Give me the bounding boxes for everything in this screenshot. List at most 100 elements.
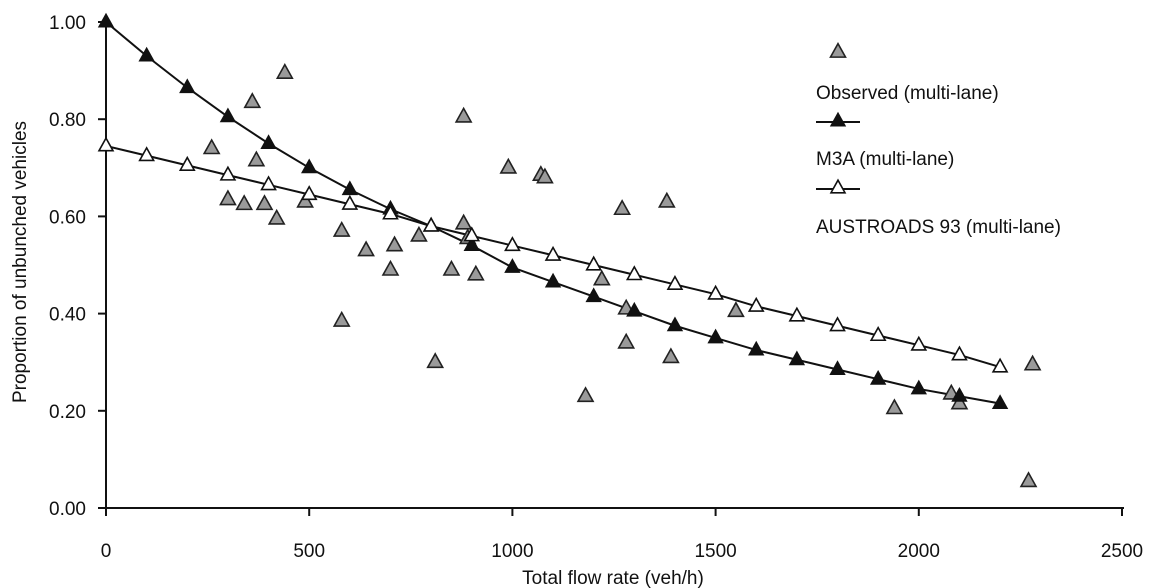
austroads-point [178,155,196,171]
m3a-point [544,272,562,288]
austroads-point [625,265,643,281]
austroads-point [300,185,318,201]
austroads-point [829,316,846,332]
observed-point [592,269,611,286]
x-tick-label: 2000 [898,541,940,562]
observed-point [296,191,314,208]
x-axis-label: Total flow rate (veh/h) [522,568,704,588]
observed-point [267,208,286,225]
austroads-point [951,345,968,361]
m3a-point [504,258,521,273]
x-tick-label: 2500 [1101,541,1143,562]
observed-point [662,347,680,364]
m3a-point [910,379,927,395]
observed-point [536,167,554,184]
y-tick-label: 0.40 [49,305,86,326]
m3a-point [301,158,318,174]
observed-point [499,157,518,174]
austroads-point [788,306,806,322]
m3a-point [869,369,887,385]
legend-austroads-symbol [829,178,847,194]
austroads-point [991,357,1009,373]
m3a-point [707,328,724,344]
y-tick-label: 0.20 [49,402,86,423]
m3a-point [97,12,115,28]
austroads-point [138,146,155,162]
m3a-point [626,301,643,317]
austroads-point [341,194,359,210]
legend-observed-symbol [829,41,847,58]
observed-point [426,352,445,369]
observed-point [243,92,262,109]
m3a-point [179,78,196,94]
y-tick-label: 1.00 [49,13,86,34]
observed-point [235,194,254,211]
observed-point [950,393,969,410]
austroads-point [585,255,603,271]
austroads-point [544,245,562,261]
observed-point [613,199,631,216]
m3a-point [219,107,237,123]
observed-point [442,259,461,276]
x-tick-label: 1000 [491,541,533,562]
observed-point [657,191,676,208]
m3a-point [748,340,765,356]
austroads-point [97,136,115,152]
m3a-point [829,360,846,375]
observed-point [381,259,400,276]
observed-point [332,310,351,327]
m3a-point [138,46,155,62]
austroads-point [219,165,237,181]
m3a-point [585,287,602,303]
austroads-point [260,175,277,191]
data-markers [97,12,1042,488]
y-tick-label: 0.60 [49,207,86,228]
observed-point [1023,354,1042,371]
m3a-line [105,21,1001,405]
austroads-point [747,296,765,312]
observed-point [332,220,351,237]
legend-m3a-symbol [829,111,847,127]
austroads-point [382,204,399,220]
legend-m3a-label: M3A (multi-lane) [816,149,954,170]
tick-marks: 0 500 1000 1500 2000 2500 0.00 0.20 0.40 0.60 0.80… [49,13,1143,562]
observed-point [275,63,294,79]
austroads-point [910,335,928,351]
legend-austroads-label: AUSTROADS 93 (multi-lane) [816,217,1061,238]
observed-point [247,150,266,167]
observed-point [410,225,428,242]
legend-observed-label: Observed (multi-lane) [816,83,999,104]
austroads-point [869,326,887,342]
m3a-point [666,316,684,332]
y-tick-label: 0.00 [49,499,86,520]
x-tick-label: 500 [293,541,325,562]
austroads-point [463,226,481,242]
observed-point [357,240,375,257]
observed-point [255,194,274,211]
m3a-point [341,180,359,196]
observed-point [454,106,473,123]
x-tick-label: 0 [101,541,112,562]
m3a-point [951,386,968,402]
observed-point [576,386,595,403]
observed-point [617,332,636,349]
observed-point [385,235,404,252]
observed-point [202,138,221,155]
y-tick-label: 0.80 [49,110,86,131]
observed-point [727,301,745,318]
y-axis-label: Proportion of unbunched vehicles [10,121,31,403]
legend: Observed (multi-lane) M3A (multi-lane) AUS… [816,41,1061,238]
observed-point [1019,471,1038,488]
observed-point [466,264,485,281]
austroads-point [707,284,724,300]
austroads-point [504,236,521,252]
m3a-point [991,394,1009,409]
m3a-point [463,236,480,252]
m3a-point [788,350,806,366]
observed-point [219,189,237,206]
x-tick-label: 1500 [694,541,736,562]
m3a-point [260,134,277,149]
series-lines [105,21,1001,405]
axes [105,18,1124,509]
